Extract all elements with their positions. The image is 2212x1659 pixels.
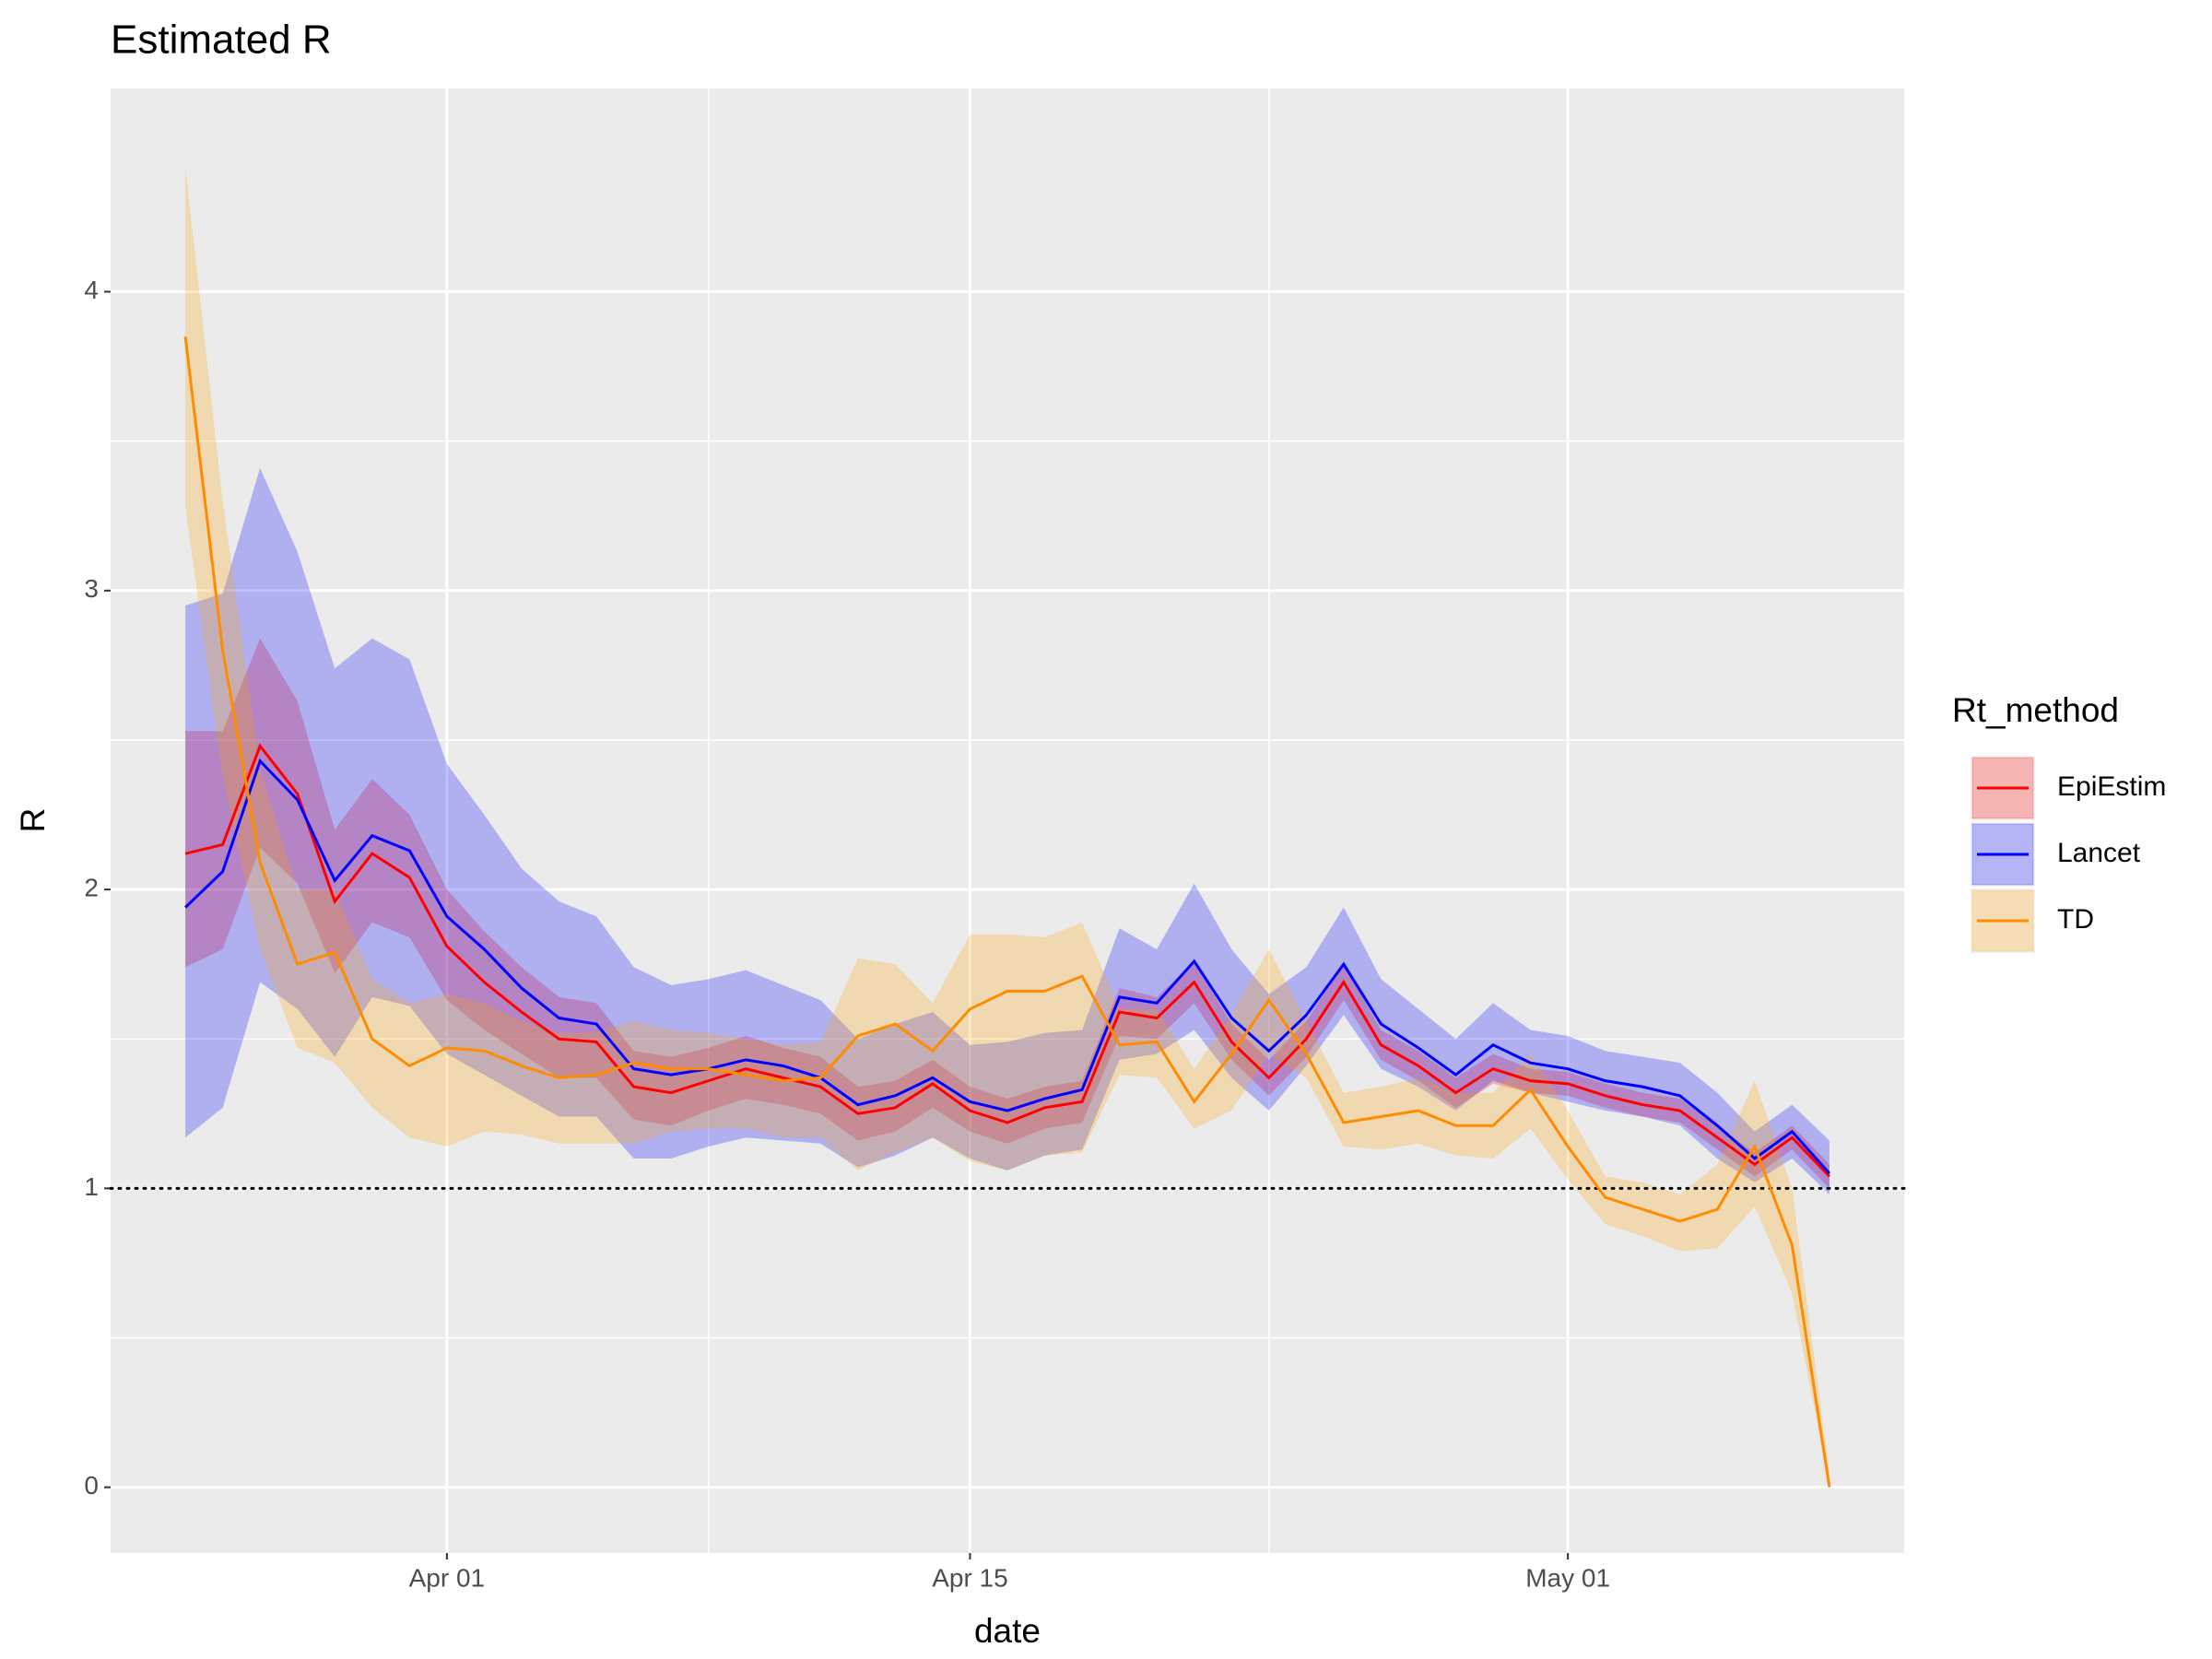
x-tick-label: May 01	[1525, 1563, 1610, 1592]
plot-panel	[111, 88, 1904, 1553]
y-tick-label: 3	[84, 574, 99, 603]
legend-label: Lancet	[2057, 838, 2141, 868]
y-tick-label: 0	[84, 1471, 99, 1500]
y-tick-label: 2	[84, 873, 99, 901]
line	[184, 743, 1831, 1178]
line	[184, 758, 1831, 1175]
ribbon	[185, 467, 1830, 1194]
ribbon	[185, 638, 1830, 1189]
legend-label: EpiEstim	[2057, 771, 2166, 802]
x-tick-label: Apr 15	[932, 1563, 1008, 1592]
y-tick-label: 4	[84, 276, 99, 304]
y-axis-title: R	[14, 808, 52, 833]
legend-label: TD	[2057, 904, 2094, 935]
line	[183, 335, 1831, 1488]
x-axis-title: date	[974, 1612, 1041, 1650]
y-tick-label: 1	[84, 1172, 99, 1201]
chart-title: Estimated R	[111, 18, 332, 63]
x-tick-label: Apr 01	[409, 1563, 486, 1592]
legend-title: Rt_method	[1952, 691, 2119, 729]
